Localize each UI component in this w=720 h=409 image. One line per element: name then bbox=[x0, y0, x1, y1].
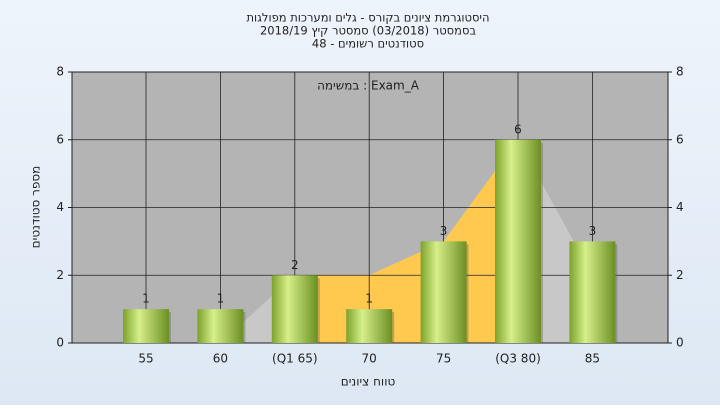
bar bbox=[197, 309, 244, 343]
x-tick-label: 70 bbox=[362, 352, 377, 366]
y2-tick-label: 6 bbox=[676, 132, 684, 146]
value-label: 6 bbox=[514, 122, 522, 136]
bar bbox=[123, 309, 169, 343]
x-tick-label: 85 bbox=[585, 352, 600, 366]
y-tick-label: 0 bbox=[56, 336, 64, 350]
value-label: 2 bbox=[291, 258, 299, 272]
y2-tick-label: 0 bbox=[676, 336, 684, 350]
value-label: 3 bbox=[440, 224, 448, 238]
value-label: 1 bbox=[365, 292, 373, 306]
y-tick-label: 6 bbox=[56, 132, 64, 146]
value-label: 3 bbox=[589, 224, 597, 238]
bar bbox=[420, 241, 467, 343]
bar bbox=[271, 275, 318, 343]
y2-tick-label: 8 bbox=[676, 65, 684, 79]
x-tick-label: 55 bbox=[138, 352, 153, 366]
x-tick-label: (Q3 80) bbox=[495, 352, 541, 366]
annotation: במשימה : Exam_A bbox=[317, 79, 420, 93]
y2-tick-label: 2 bbox=[676, 268, 684, 282]
y-tick-label: 4 bbox=[56, 200, 64, 214]
chart-title: בסמסטר (03/2018) סמסטר קיץ 2018/19 bbox=[260, 24, 476, 38]
y-tick-label: 2 bbox=[56, 268, 64, 282]
x-axis-label: טווח ציונים bbox=[341, 375, 396, 389]
x-tick-label: (Q1 65) bbox=[272, 352, 318, 366]
bar bbox=[569, 241, 616, 343]
chart-title: היסטוגרמת ציונים בקורס - גלים ומערכות מפ… bbox=[246, 11, 489, 25]
bar bbox=[346, 309, 393, 343]
bar bbox=[495, 139, 541, 343]
y-axis-label: מספר סטודנטים bbox=[29, 166, 43, 249]
y-tick-label: 8 bbox=[56, 65, 64, 79]
x-tick-label: 60 bbox=[213, 352, 228, 366]
x-tick-label: 75 bbox=[436, 352, 451, 366]
value-label: 1 bbox=[217, 292, 225, 306]
chart-title: סטודנטים רשומים - 48 bbox=[312, 37, 424, 51]
y2-tick-label: 4 bbox=[676, 200, 684, 214]
value-label: 1 bbox=[142, 292, 150, 306]
